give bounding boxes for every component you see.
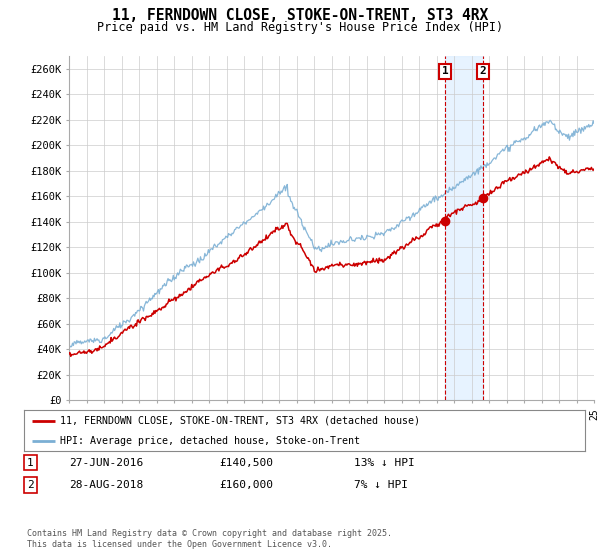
Text: 13% ↓ HPI: 13% ↓ HPI (354, 458, 415, 468)
Text: 27-JUN-2016: 27-JUN-2016 (69, 458, 143, 468)
Text: 2: 2 (27, 480, 34, 490)
Text: 28-AUG-2018: 28-AUG-2018 (69, 480, 143, 490)
Text: HPI: Average price, detached house, Stoke-on-Trent: HPI: Average price, detached house, Stok… (61, 436, 361, 446)
Text: 11, FERNDOWN CLOSE, STOKE-ON-TRENT, ST3 4RX (detached house): 11, FERNDOWN CLOSE, STOKE-ON-TRENT, ST3 … (61, 416, 421, 426)
Text: £160,000: £160,000 (219, 480, 273, 490)
Text: 2: 2 (479, 66, 487, 76)
Text: 7% ↓ HPI: 7% ↓ HPI (354, 480, 408, 490)
Text: Price paid vs. HM Land Registry's House Price Index (HPI): Price paid vs. HM Land Registry's House … (97, 21, 503, 34)
Text: Contains HM Land Registry data © Crown copyright and database right 2025.
This d: Contains HM Land Registry data © Crown c… (27, 529, 392, 549)
Text: £140,500: £140,500 (219, 458, 273, 468)
Text: 11, FERNDOWN CLOSE, STOKE-ON-TRENT, ST3 4RX: 11, FERNDOWN CLOSE, STOKE-ON-TRENT, ST3 … (112, 8, 488, 24)
Text: 1: 1 (27, 458, 34, 468)
Text: 1: 1 (442, 66, 448, 76)
Bar (445, 56, 483, 400)
